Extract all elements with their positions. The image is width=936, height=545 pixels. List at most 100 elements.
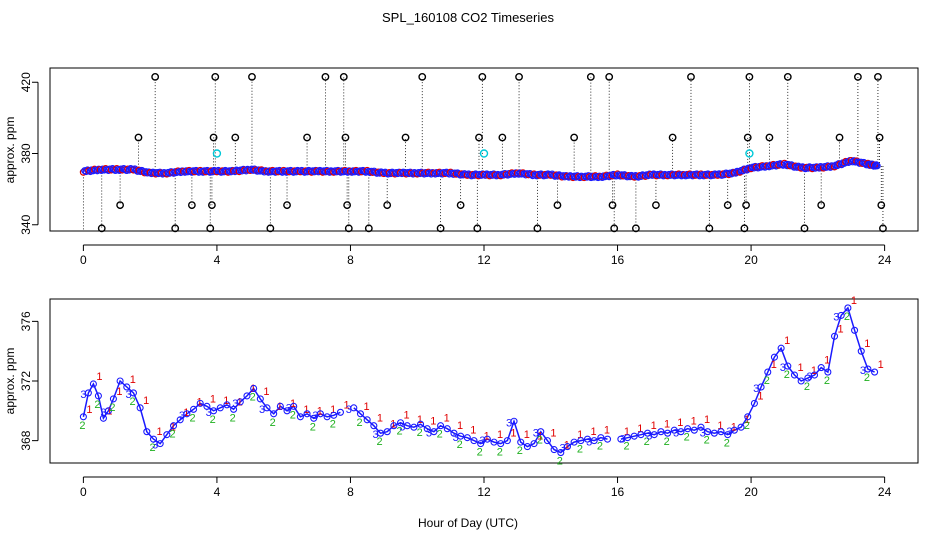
outlier-point [553, 201, 562, 210]
co2-point [323, 413, 331, 421]
marker-2: 2 [129, 396, 135, 408]
co2-point [737, 423, 745, 431]
bottom-plot-frame [49, 298, 919, 464]
co2-point [517, 438, 525, 446]
co2-point [230, 405, 238, 413]
co2-point [310, 414, 318, 422]
outlier-point [800, 224, 809, 233]
co2-point [724, 431, 732, 439]
marker-2: 2 [79, 420, 85, 432]
marker-2: 2 [330, 418, 336, 430]
co2-point [123, 383, 131, 391]
co2-point [316, 410, 324, 418]
top-x-tick-label: 24 [878, 253, 892, 267]
outlier-point [151, 73, 160, 81]
outlier-point [116, 201, 125, 210]
co2-point [104, 407, 112, 415]
baseline-point [872, 161, 880, 169]
marker-1: 1 [343, 399, 349, 411]
marker-1: 1 [156, 426, 162, 438]
co2-point [844, 304, 852, 312]
co2-point [423, 425, 431, 433]
marker-3: 3 [206, 407, 212, 419]
marker-1: 1 [797, 362, 803, 374]
co2-point [790, 371, 799, 379]
co2-point [417, 420, 425, 428]
top-x-tick-label: 20 [744, 253, 758, 267]
co2-point [817, 364, 825, 372]
co2-point [677, 428, 685, 436]
co2-point [557, 449, 565, 457]
outlier-point [723, 201, 732, 210]
co2-point [483, 435, 491, 443]
marker-2: 2 [109, 402, 115, 414]
co2-point [176, 416, 184, 424]
marker-2: 2 [190, 412, 196, 424]
co2-point [543, 437, 551, 445]
marker-3: 3 [559, 443, 565, 455]
top-x-tick-label: 4 [214, 253, 221, 267]
outlier-point [705, 224, 714, 233]
outlier-point [478, 73, 487, 81]
marker-3: 3 [179, 410, 185, 422]
co2-point [190, 405, 198, 413]
marker-1: 1 [86, 404, 92, 416]
outlier-point [266, 224, 275, 233]
co2-point [129, 389, 138, 397]
marker-3: 3 [453, 432, 459, 444]
co2-point [537, 428, 545, 436]
marker-1: 1 [824, 355, 830, 367]
marker-2: 2 [597, 441, 603, 453]
co2-point [296, 413, 304, 421]
cyan-point [212, 149, 222, 158]
co2-point [79, 413, 87, 421]
co2-point [403, 422, 411, 430]
top-x-tick-label: 0 [80, 253, 87, 267]
outlier-point [570, 133, 579, 142]
co2-point [510, 417, 518, 425]
marker-3: 3 [860, 365, 866, 377]
marker-1: 1 [250, 383, 256, 395]
outlier-point [586, 73, 595, 81]
co2-point [670, 426, 678, 434]
marker-2: 2 [684, 432, 690, 444]
outlier-point [134, 133, 143, 142]
outlier-point [743, 133, 752, 142]
marker-3: 3 [673, 428, 679, 440]
co2-point [851, 326, 859, 334]
marker-2: 2 [270, 417, 276, 429]
marker-3: 3 [646, 431, 652, 443]
co2-point [597, 434, 605, 442]
marker-1: 1 [277, 401, 283, 413]
marker-1: 1 [677, 417, 683, 429]
co2-point [603, 435, 612, 443]
co2-point [784, 362, 792, 370]
co2-point [550, 446, 558, 454]
co2-point [136, 404, 144, 412]
outlier-point [418, 73, 427, 81]
outlier-point [879, 224, 887, 233]
co2-point [497, 440, 505, 448]
marker-2: 2 [457, 439, 463, 451]
co2-point [356, 410, 365, 418]
marker-1: 1 [116, 386, 122, 398]
marker-1: 1 [417, 414, 423, 426]
bottom-x-tick-label: 8 [347, 485, 354, 499]
outlier-point [206, 224, 215, 233]
co2-point [624, 434, 632, 442]
outlier-point [456, 201, 465, 210]
outlier-point [835, 133, 844, 142]
marker-3: 3 [125, 389, 131, 401]
co2-point [290, 402, 298, 410]
marker-1: 1 [691, 416, 697, 428]
outlier-point [687, 73, 695, 81]
top-y-tick-label: 340 [19, 214, 33, 234]
marker-2: 2 [230, 412, 236, 424]
marker-2: 2 [210, 414, 216, 426]
outlier-point [436, 224, 445, 233]
co2-point [143, 428, 151, 436]
co2-point [744, 413, 752, 421]
co2-point [837, 311, 845, 319]
top-axes: 0 4 8 12 16 20 24 340 380 420 [19, 72, 892, 267]
